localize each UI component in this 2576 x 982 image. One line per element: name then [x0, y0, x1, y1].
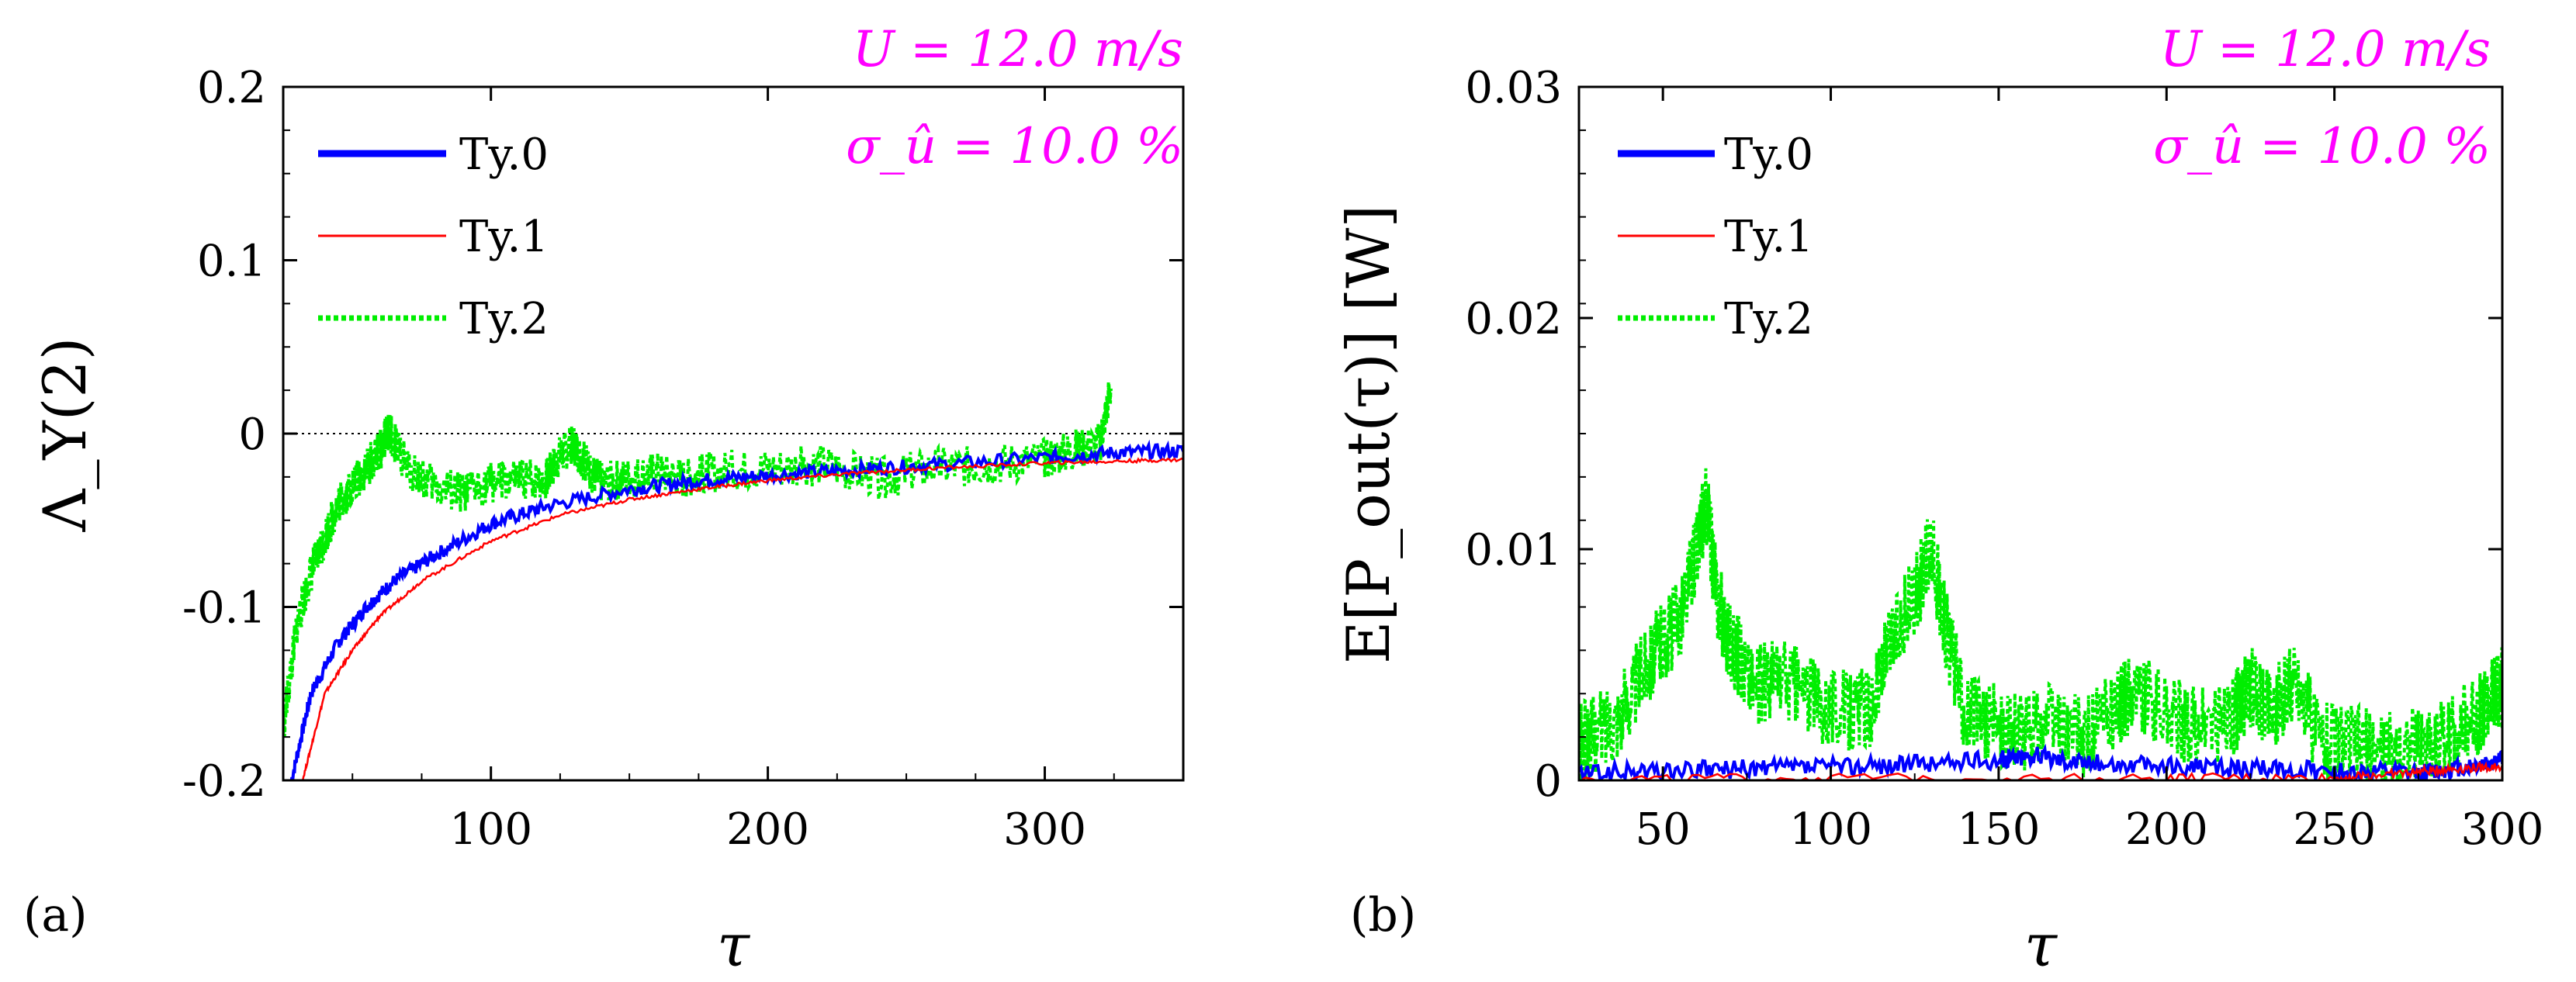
panel-a-xlabel: τ — [717, 911, 751, 980]
panel-b-label: (b) — [1350, 888, 1416, 942]
panel-b-ylabel: E[P_out(τ)] [W] — [1334, 205, 1403, 664]
panel-b-annotation-speed: U = 12.0 m/s — [2160, 21, 2491, 78]
panel-a-xtick-label: 200 — [726, 804, 809, 855]
panel-a-ytick-label: 0.2 — [197, 63, 266, 113]
panel-b-legend-ty2-label: Ty.2 — [1724, 294, 1813, 344]
panel-b-xtick-label: 50 — [1636, 804, 1691, 855]
panel-a-ytick-label: 0.1 — [197, 237, 266, 287]
panel-a-legend-ty0-label: Ty.0 — [459, 130, 549, 180]
panel-b-xlabel: τ — [2024, 911, 2058, 980]
panel-b-ytick-label: 0.02 — [1465, 294, 1562, 344]
panel-a-series-ty0-line — [289, 439, 1183, 780]
panel-b-xtick-label: 250 — [2293, 804, 2376, 855]
panel-b: 50 100 150 200 250 300 0 0.01 0.02 0.03 E[P_out(τ… — [1334, 21, 2543, 980]
panel-b-annotation-sigma: σ_û = 10.0 % — [2153, 118, 2491, 175]
panel-a-ytick-label: -0.2 — [182, 756, 266, 807]
panel-b-ticks: 50 100 150 200 250 300 0 0.01 0.02 0.03 — [1465, 63, 2543, 855]
panel-b-ytick-label: 0.01 — [1465, 525, 1562, 576]
panel-b-ytick-label: 0 — [1534, 756, 1562, 807]
panel-a-xtick-label: 100 — [449, 804, 532, 855]
panel-b-ytick-label: 0.03 — [1465, 63, 1562, 113]
panel-b-axes-frame — [1577, 85, 2504, 782]
panel-a-xtick-label: 300 — [1003, 804, 1086, 855]
panel-a-series-ty1-line — [302, 457, 1183, 780]
panel-a-annotation-sigma: σ_û = 10.0 % — [846, 118, 1183, 175]
panel-a-legend-ty2-label: Ty.2 — [459, 294, 549, 344]
panel-a-annotation-speed: U = 12.0 m/s — [853, 21, 1183, 78]
panel-a-label: (a) — [23, 888, 88, 942]
panel-b-series-ty2-line — [1579, 468, 2502, 780]
panel-b-legend-ty1-label: Ty.1 — [1724, 212, 1813, 262]
panel-b-series-group — [1579, 468, 2502, 780]
panel-b-legend: Ty.0 Ty.1 Ty.2 — [1618, 130, 1813, 344]
panel-b-xtick-label: 100 — [1789, 804, 1872, 855]
panel-b-xtick-label: 300 — [2461, 804, 2544, 855]
panel-b-series-ty0-line — [1579, 743, 2502, 780]
panel-a: 100 200 300 -0.2 -0.1 0 0.1 0.2 Λ_Υ(2) τ (a) U … — [23, 21, 1185, 980]
panel-a-series-ty2-line — [283, 382, 1113, 737]
panel-a-ticks: 100 200 300 -0.2 -0.1 0 0.1 0.2 — [182, 63, 1184, 855]
panel-a-ylabel: Λ_Υ(2) — [30, 337, 99, 533]
panel-b-xtick-label: 200 — [2125, 804, 2208, 855]
panel-b-legend-ty0-label: Ty.0 — [1724, 130, 1813, 180]
panel-a-legend-ty1-label: Ty.1 — [459, 212, 549, 262]
panel-b-xtick-label: 150 — [1957, 804, 2040, 855]
panel-a-ytick-label: 0 — [238, 410, 266, 460]
panel-a-series-group — [283, 382, 1183, 780]
panel-a-legend: Ty.0 Ty.1 Ty.2 — [318, 130, 549, 344]
panel-a-ytick-label: -0.1 — [182, 583, 266, 634]
